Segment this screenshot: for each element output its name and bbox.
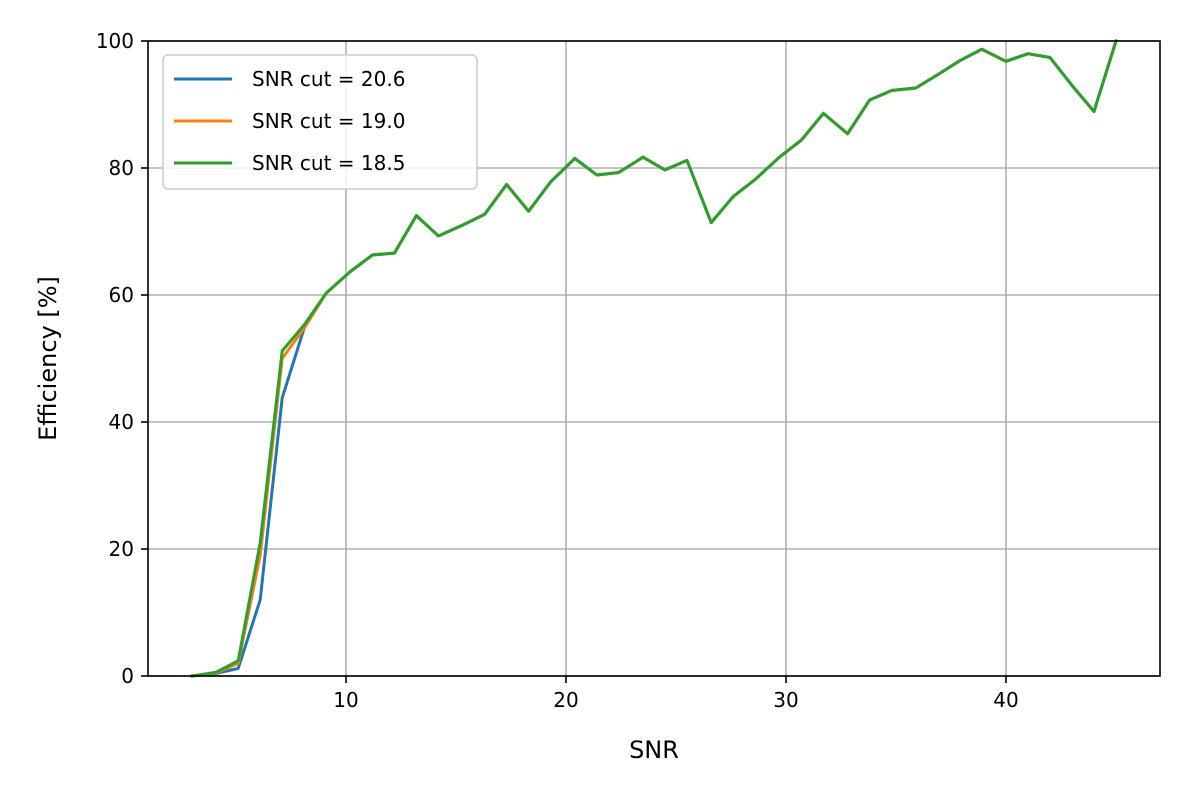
y-axis-label: Efficiency [%] [34,276,62,441]
legend-label-3: SNR cut = 18.5 [252,151,405,175]
x-tick-label: 10 [333,688,358,712]
y-tick-label: 40 [109,410,134,434]
y-tick-label: 60 [109,283,134,307]
y-tick-label: 0 [121,664,134,688]
x-axis-label: SNR [629,736,679,764]
plot-frame [147,40,1161,677]
axis-ticks: 10 20 30 40 0 20 40 60 80 100 [96,29,1019,712]
series-lines [190,39,1118,678]
y-tick-label: 20 [109,537,134,561]
legend-label-1: SNR cut = 20.6 [252,67,405,91]
legend: SNR cut = 20.6 SNR cut = 19.0 SNR cut = 18… [162,54,478,190]
legend-box [162,54,478,190]
x-tick-label: 30 [773,688,798,712]
x-tick-label: 40 [993,688,1018,712]
y-tick-label: 100 [96,29,134,53]
legend-label-2: SNR cut = 19.0 [252,109,405,133]
series-line-3 [190,39,1118,678]
x-tick-label: 20 [553,688,578,712]
y-tick-label: 80 [109,156,134,180]
